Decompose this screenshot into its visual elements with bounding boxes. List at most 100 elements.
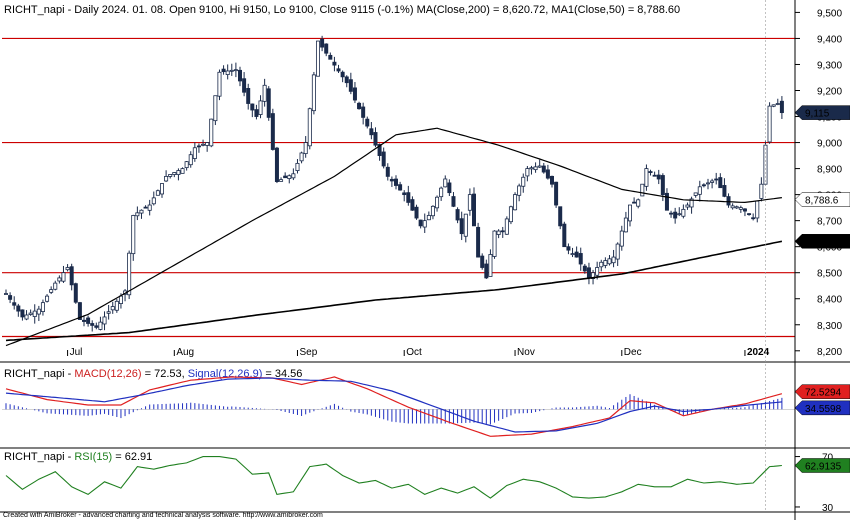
candle-body xyxy=(225,70,230,75)
candle-body xyxy=(673,211,678,219)
candle-body xyxy=(504,218,509,235)
candle-body xyxy=(480,255,485,268)
candle-body xyxy=(94,325,99,328)
candle-body xyxy=(697,186,702,195)
candle-body xyxy=(742,208,747,212)
price-tick-label: 8,300 xyxy=(817,321,842,332)
candle-body xyxy=(237,69,242,82)
candle-body xyxy=(168,174,173,177)
candle-body xyxy=(57,277,62,282)
footer-credit: Created with AmiBroker - advanced charti… xyxy=(3,512,323,519)
macd-value: = 72.53, xyxy=(142,368,185,380)
candle-body xyxy=(476,226,481,258)
candle-body xyxy=(545,169,550,179)
macd-tags: 72.5294 34.5598 xyxy=(794,384,850,416)
candle-body xyxy=(570,253,575,256)
ma50-value: = 8,788.60 xyxy=(625,4,680,16)
macd-tag-text: 72.5294 xyxy=(805,388,842,399)
candle-body xyxy=(217,71,222,97)
candle-body xyxy=(196,145,201,148)
candle-body xyxy=(274,147,279,183)
candle-body xyxy=(644,168,649,187)
candle-body xyxy=(32,310,37,317)
price-axis: 8,2008,3008,4008,5008,6008,7008,8008,900… xyxy=(795,8,842,358)
month-label: Dec xyxy=(624,347,642,358)
candle-body xyxy=(414,206,419,219)
candle-body xyxy=(279,179,284,182)
price-panel: RICHT_napi - Daily 2024. 01. 08. Open 91… xyxy=(2,4,850,358)
candle-body xyxy=(607,258,612,265)
price-tick-label: 9,300 xyxy=(817,60,842,71)
candle-body xyxy=(718,177,723,189)
price-tick-label: 9,400 xyxy=(817,34,842,45)
candle-body xyxy=(332,61,337,66)
candle-body xyxy=(287,175,292,179)
candle-body xyxy=(435,196,440,209)
candle-body xyxy=(352,87,357,101)
macd-panel: RICHT_napi - MACD(12,26) = 72.53, Signal… xyxy=(2,368,850,437)
candle-body xyxy=(8,295,13,300)
candle-body xyxy=(258,100,263,115)
candle-body xyxy=(779,100,784,114)
candle-body xyxy=(595,267,600,276)
ma50-tag-text: 8,788.6 xyxy=(805,196,839,207)
candle-body xyxy=(315,40,320,77)
candle-body xyxy=(135,212,140,217)
candle-body xyxy=(541,165,546,173)
ma50-line xyxy=(5,127,782,347)
candle-body xyxy=(28,312,33,315)
candle-body xyxy=(172,172,177,175)
candle-body xyxy=(164,175,169,182)
month-axis: Jul Aug Sep Oct Nov Dec 2024 xyxy=(67,347,770,358)
candle-body xyxy=(118,295,123,304)
candle-body xyxy=(591,272,596,279)
candle-body xyxy=(229,69,234,72)
candle-body xyxy=(20,309,25,318)
candle-body xyxy=(209,118,214,147)
candle-body xyxy=(242,78,247,93)
candle-body xyxy=(775,103,780,105)
rsi-value: = 62.91 xyxy=(112,451,152,463)
candle-body xyxy=(492,230,497,257)
candle-body xyxy=(623,217,628,233)
candle-body xyxy=(86,317,91,324)
candle-body xyxy=(340,71,345,78)
candle-body xyxy=(299,152,304,162)
candle-body xyxy=(586,267,591,279)
candle-body xyxy=(361,106,366,118)
candle-body xyxy=(755,200,760,219)
candle-body xyxy=(402,192,407,196)
candle-body xyxy=(677,213,682,216)
candle-body xyxy=(102,316,107,325)
rsi-tag-text: 62.9135 xyxy=(805,461,842,472)
candle-body xyxy=(410,199,415,211)
candle-body xyxy=(447,182,452,194)
candle-body xyxy=(459,218,464,235)
candle-body xyxy=(155,190,160,196)
candle-body xyxy=(381,151,386,167)
candle-body xyxy=(262,84,267,102)
candle-body xyxy=(726,196,731,206)
candle-body xyxy=(139,209,144,214)
candle-body xyxy=(628,204,633,222)
candle-body xyxy=(311,74,316,112)
rsi-label: RSI(15) xyxy=(74,451,112,463)
candle-body xyxy=(357,102,362,110)
candle-body xyxy=(566,246,571,251)
candle-body xyxy=(439,187,444,198)
candle-body xyxy=(61,272,66,282)
candle-body xyxy=(307,108,312,147)
price-tick-label: 8,900 xyxy=(817,165,842,176)
price-tick-label: 8,700 xyxy=(817,217,842,228)
month-label: Sep xyxy=(299,347,317,358)
candle-body xyxy=(393,178,398,186)
candle-body xyxy=(328,54,333,60)
candle-body xyxy=(385,166,390,177)
signal-tag-bg xyxy=(794,400,850,416)
candle-body xyxy=(45,295,50,302)
candle-body xyxy=(574,251,579,258)
candle-body xyxy=(706,182,711,185)
candle-body xyxy=(389,178,394,182)
candle-body xyxy=(714,178,719,181)
